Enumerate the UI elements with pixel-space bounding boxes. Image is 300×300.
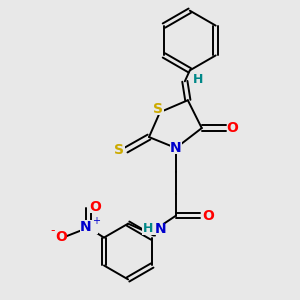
FancyBboxPatch shape: [202, 210, 214, 222]
Text: H: H: [143, 222, 153, 235]
FancyBboxPatch shape: [192, 74, 204, 84]
Text: O: O: [227, 121, 239, 135]
FancyBboxPatch shape: [152, 103, 164, 115]
FancyBboxPatch shape: [80, 220, 98, 234]
Text: N: N: [155, 222, 167, 236]
Text: N: N: [170, 141, 182, 155]
Text: S: S: [114, 143, 124, 157]
Text: H: H: [193, 73, 203, 86]
FancyBboxPatch shape: [142, 223, 164, 235]
Text: N: N: [80, 220, 91, 234]
FancyBboxPatch shape: [170, 142, 182, 154]
Text: O: O: [202, 209, 214, 223]
FancyBboxPatch shape: [226, 122, 238, 134]
Text: S: S: [153, 102, 163, 116]
FancyBboxPatch shape: [113, 144, 125, 156]
Text: -: -: [50, 224, 55, 237]
Text: O: O: [89, 200, 101, 214]
Text: O: O: [56, 230, 67, 244]
Text: +: +: [92, 216, 100, 226]
FancyBboxPatch shape: [50, 231, 66, 243]
FancyBboxPatch shape: [89, 201, 101, 213]
